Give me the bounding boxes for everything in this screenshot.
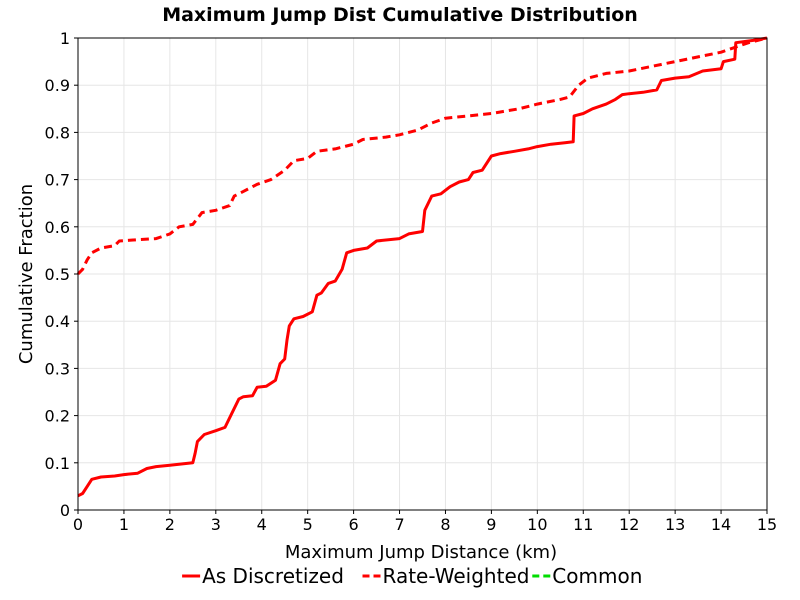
y-tick-label: 0	[60, 501, 70, 520]
legend-label: As Discretized	[202, 564, 344, 588]
x-tick-label: 3	[211, 515, 221, 534]
legend-label: Common	[552, 564, 642, 588]
legend-item-rate-weighted: Rate-Weighted	[362, 564, 530, 588]
x-tick-label: 2	[165, 515, 175, 534]
x-tick-label: 12	[619, 515, 639, 534]
x-tick-label: 8	[440, 515, 450, 534]
x-tick-label: 5	[303, 515, 313, 534]
x-tick-label: 1	[119, 515, 129, 534]
legend-label: Rate-Weighted	[383, 564, 530, 588]
x-tick-label: 11	[573, 515, 593, 534]
y-tick-label: 0.1	[45, 454, 70, 473]
y-tick-label: 0.6	[45, 218, 70, 237]
x-tick-label: 4	[257, 515, 267, 534]
x-tick-label: 7	[394, 515, 404, 534]
legend: As Discretized Rate-Weighted Common	[182, 564, 642, 588]
series-line-as-discretized	[77, 36, 768, 498]
x-tick-label: 15	[757, 515, 777, 534]
y-tick-label: 1	[60, 29, 70, 48]
chart-title: Maximum Jump Dist Cumulative Distributio…	[162, 4, 638, 26]
axis-ticks: 0 1 2 3 4 5 6 7 8 9 10 11 12 13 14 1500.10.20.30.40.50.…	[45, 29, 778, 534]
legend-item-as-discretized: As Discretized	[182, 564, 344, 588]
y-tick-label: 0.4	[45, 312, 70, 331]
x-tick-label: 13	[665, 515, 685, 534]
y-axis-label: Cumulative Fraction	[16, 184, 37, 364]
x-tick-label: 14	[711, 515, 731, 534]
legend-item-common: Common	[532, 564, 642, 588]
series-lines	[76, 36, 768, 498]
x-axis-label: Maximum Jump Distance (km)	[285, 542, 557, 563]
x-tick-label: 9	[486, 515, 496, 534]
grid	[77, 37, 768, 511]
y-tick-label: 0.9	[45, 76, 70, 95]
y-tick-label: 0.3	[45, 359, 70, 378]
y-tick-label: 0.7	[45, 171, 70, 190]
x-tick-label: 10	[527, 515, 547, 534]
y-tick-label: 0.8	[45, 123, 70, 142]
y-tick-label: 0.2	[45, 407, 70, 426]
x-tick-label: 0	[73, 515, 83, 534]
y-tick-label: 0.5	[45, 265, 70, 284]
series-line-rate-weighted	[76, 36, 768, 276]
x-tick-label: 6	[349, 515, 359, 534]
